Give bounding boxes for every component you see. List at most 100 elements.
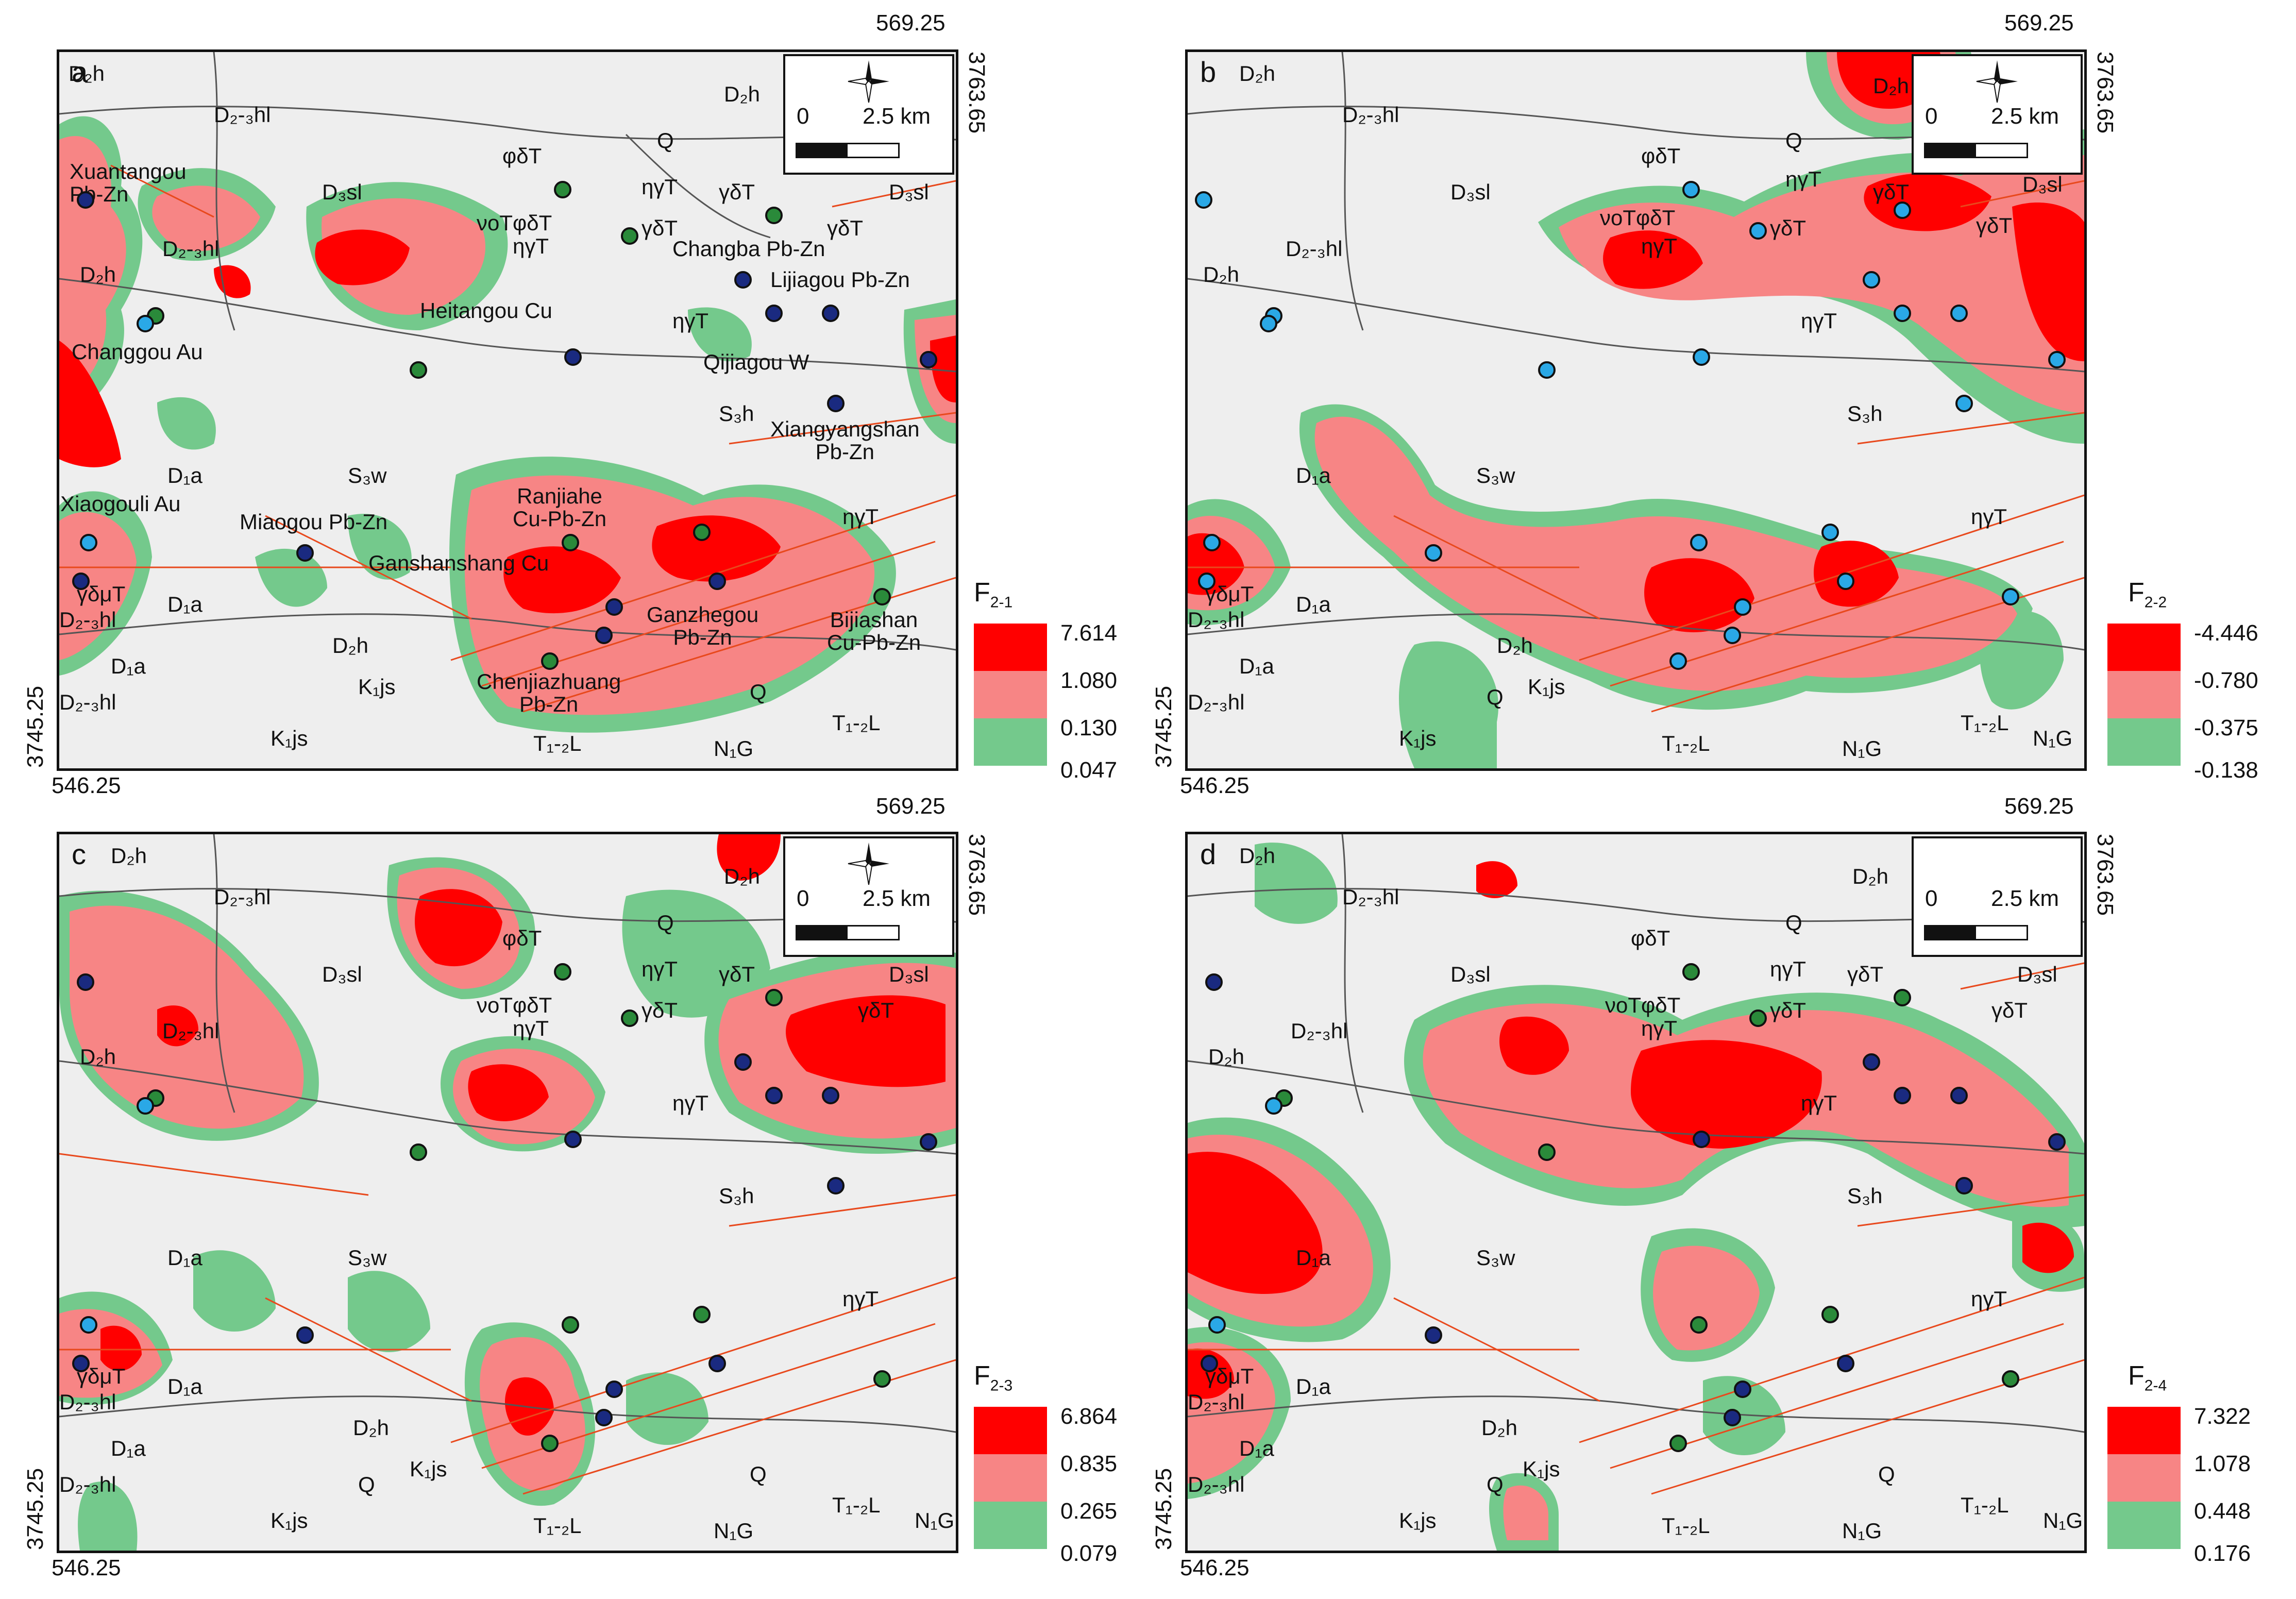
deposit-marker[interactable] (1669, 1435, 1687, 1452)
deposit-marker[interactable] (1837, 573, 1854, 590)
unit-T12L: T₁-₂L (832, 711, 881, 735)
deposit-marker[interactable] (1425, 544, 1442, 562)
deposit-marker[interactable] (822, 305, 839, 322)
deposit-marker[interactable] (621, 1009, 638, 1027)
deposit-marker[interactable] (1203, 534, 1221, 551)
deposit-marker[interactable] (595, 627, 613, 644)
deposit-marker[interactable] (1821, 1306, 1839, 1323)
deposit-marker[interactable] (2048, 351, 2066, 368)
unit-D23hl: D₂-₃hl (59, 608, 116, 632)
deposit-marker[interactable] (1538, 361, 1556, 379)
deposit-marker[interactable] (80, 1316, 97, 1334)
anomaly-high-zones (59, 229, 956, 614)
deposit-marker[interactable] (1894, 1087, 1911, 1104)
deposit-marker[interactable] (1724, 1409, 1741, 1426)
deposit-marker[interactable] (137, 315, 154, 332)
deposit-marker[interactable] (2002, 588, 2019, 605)
deposit-marker[interactable] (137, 1097, 154, 1115)
deposit-marker[interactable] (410, 1143, 427, 1161)
deposit-marker[interactable] (873, 588, 891, 605)
deposit-marker[interactable] (1734, 598, 1751, 616)
deposit-marker[interactable] (296, 1326, 314, 1344)
deposit-marker[interactable] (1724, 627, 1741, 644)
deposit-marker[interactable] (1198, 573, 1215, 590)
deposit-marker[interactable] (1894, 989, 1911, 1006)
deposit-marker[interactable] (80, 534, 97, 551)
deposit-marker[interactable] (708, 573, 726, 590)
deposit-marker[interactable] (541, 652, 559, 670)
deposit-marker[interactable] (693, 1306, 711, 1323)
deposit-marker[interactable] (1208, 1316, 1226, 1334)
deposit-marker[interactable] (595, 1409, 613, 1426)
deposit-marker[interactable] (2048, 1133, 2066, 1151)
deposit-marker[interactable] (822, 1087, 839, 1104)
deposit-marker[interactable] (827, 1177, 845, 1194)
deposit-marker[interactable] (562, 534, 579, 551)
deposit-marker[interactable] (77, 191, 94, 209)
deposit-marker[interactable] (1669, 652, 1687, 670)
deposit-marker[interactable] (1894, 201, 1911, 219)
deposit-marker[interactable] (1749, 222, 1767, 240)
deposit-marker[interactable] (1894, 305, 1911, 322)
deposit-marker[interactable] (1682, 963, 1700, 981)
deposit-ranjiahe: Ranjiahe Cu-Pb-Zn (513, 484, 607, 531)
deposit-marker[interactable] (920, 351, 937, 368)
deposit-marker[interactable] (1734, 1381, 1751, 1398)
deposit-marker[interactable] (562, 1316, 579, 1334)
deposit-marker[interactable] (564, 348, 582, 366)
north-arrow-icon (848, 843, 889, 885)
deposit-marker[interactable] (693, 524, 711, 541)
deposit-marker[interactable] (920, 1133, 937, 1151)
deposit-marker[interactable] (1955, 395, 1973, 412)
deposit-marker[interactable] (541, 1435, 559, 1452)
deposit-marker[interactable] (77, 973, 94, 991)
deposit-marker[interactable] (1863, 271, 1880, 289)
deposit-marker[interactable] (1950, 1087, 1968, 1104)
deposit-marker[interactable] (1195, 191, 1212, 209)
deposit-marker[interactable] (1260, 315, 1277, 332)
deposit-marker[interactable] (296, 544, 314, 562)
deposit-marker[interactable] (1538, 1143, 1556, 1161)
deposit-marker[interactable] (1205, 973, 1223, 991)
unit-N1G: N₁G (714, 1519, 754, 1543)
deposit-marker[interactable] (2002, 1370, 2019, 1388)
deposit-marker[interactable] (873, 1370, 891, 1388)
deposit-marker[interactable] (734, 1053, 752, 1071)
deposit-marker[interactable] (621, 227, 638, 245)
deposit-marker[interactable] (1690, 1316, 1708, 1334)
deposit-marker[interactable] (72, 573, 90, 590)
unit-D2h: D₂h (353, 1416, 389, 1440)
deposit-marker[interactable] (1265, 1097, 1282, 1115)
deposit-marker[interactable] (1693, 1131, 1710, 1148)
deposit-marker[interactable] (1863, 1053, 1880, 1071)
deposit-marker[interactable] (765, 989, 783, 1006)
deposit-marker[interactable] (605, 598, 623, 616)
deposit-marker[interactable] (554, 963, 571, 981)
deposit-marker[interactable] (605, 1381, 623, 1398)
unit-D2h: D₂h (111, 844, 147, 868)
deposit-marker[interactable] (1821, 524, 1839, 541)
deposit-marker[interactable] (1425, 1326, 1442, 1344)
deposit-marker[interactable] (765, 207, 783, 224)
deposit-marker[interactable] (1749, 1009, 1767, 1027)
deposit-changba: Changba Pb-Zn (672, 237, 825, 261)
deposit-marker[interactable] (765, 1087, 783, 1104)
deposit-marker[interactable] (1693, 348, 1710, 366)
deposit-marker[interactable] (1837, 1355, 1854, 1372)
deposit-marker[interactable] (1955, 1177, 1973, 1194)
deposit-marker[interactable] (1682, 181, 1700, 198)
deposit-marker[interactable] (734, 271, 752, 289)
deposit-marker[interactable] (1950, 305, 1968, 322)
unit-Q: Q (750, 1462, 767, 1486)
deposit-marker[interactable] (1201, 1355, 1218, 1372)
unit-D23hl: D₂-₃hl (59, 690, 116, 714)
deposit-marker[interactable] (827, 395, 845, 412)
deposit-marker[interactable] (554, 181, 571, 198)
deposit-marker[interactable] (1690, 534, 1708, 551)
deposit-marker[interactable] (72, 1355, 90, 1372)
deposit-marker[interactable] (564, 1131, 582, 1148)
deposit-marker[interactable] (765, 305, 783, 322)
anomaly-mid-zones (1188, 1003, 2069, 1540)
deposit-marker[interactable] (410, 361, 427, 379)
deposit-marker[interactable] (708, 1355, 726, 1372)
